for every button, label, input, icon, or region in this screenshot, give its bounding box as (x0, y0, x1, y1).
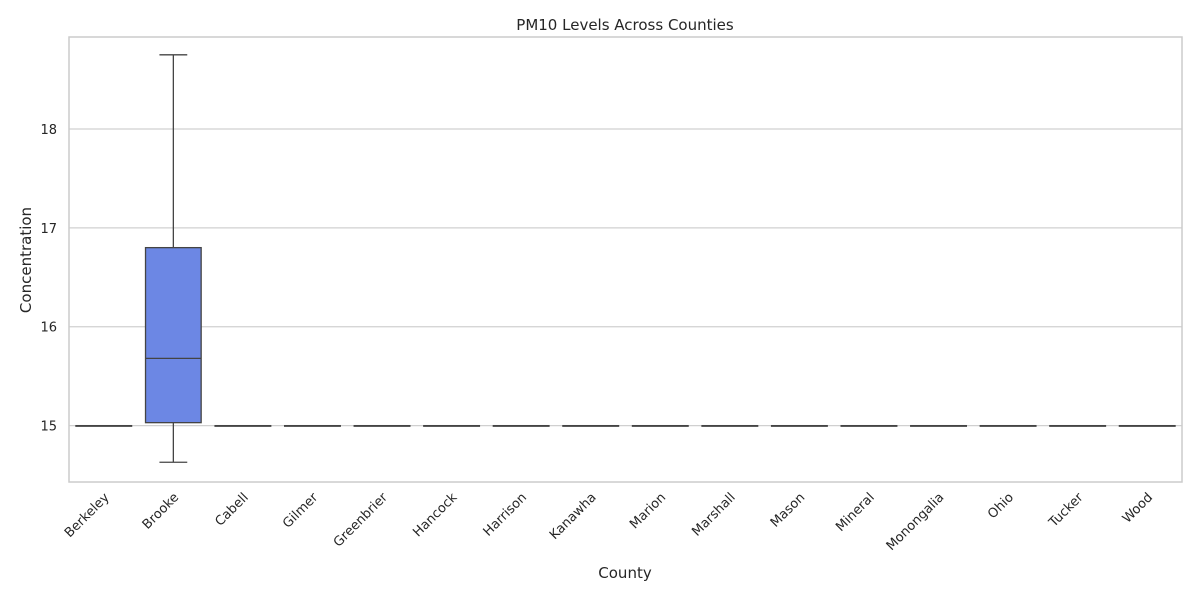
box-monongalia (910, 424, 968, 427)
box-ohio (979, 424, 1037, 427)
y-tick-label: 17 (40, 222, 57, 237)
x-tick-label: Marion (627, 490, 669, 532)
x-tick-label: Tucker (1046, 490, 1087, 531)
y-tick-label: 16 (40, 321, 57, 336)
x-tick-labels: Berkeley Brooke Cabell Gilmer Greenbrier Hanc… (62, 490, 1156, 554)
x-tick-label: Greenbrier (331, 490, 392, 551)
y-tick-label: 15 (40, 420, 57, 435)
x-tick-label: Ohio (985, 490, 1017, 522)
plot-frame (68, 36, 1183, 483)
y-axis-label: Concentration (17, 207, 35, 313)
x-tick-label: Kanawha (547, 490, 600, 543)
box-greenbrier (353, 424, 411, 427)
chart-title: PM10 Levels Across Counties (516, 16, 734, 34)
box-cabell (214, 424, 272, 427)
y-tick-labels: 15 16 17 18 (40, 123, 57, 435)
x-tick-label: Wood (1120, 490, 1156, 526)
boxes (75, 54, 1176, 463)
x-tick-label: Gilmer (280, 490, 322, 532)
box-hancock (423, 424, 481, 427)
x-tick-label: Mason (768, 490, 808, 530)
x-tick-label: Harrison (481, 490, 530, 539)
x-tick-label: Mineral (833, 490, 878, 535)
box-berkeley (75, 424, 133, 427)
box-mason (770, 424, 828, 427)
box-mineral (840, 424, 898, 427)
x-tick-label: Berkeley (62, 490, 113, 541)
x-axis-label: County (598, 564, 652, 582)
box-marion (631, 424, 689, 427)
box-tucker (1049, 424, 1107, 427)
x-tick-label: Brooke (140, 490, 182, 532)
box-brooke (144, 54, 202, 463)
x-tick-label: Hancock (410, 490, 460, 540)
y-tick-label: 18 (40, 123, 57, 138)
box-marshall (701, 424, 759, 427)
x-tick-label: Cabell (212, 490, 251, 529)
box-wood (1118, 424, 1176, 427)
x-tick-label: Marshall (689, 490, 738, 539)
grid-lines (69, 128, 1182, 427)
box-harrison (492, 424, 550, 427)
iqr-box (144, 246, 202, 424)
box-gilmer (283, 424, 341, 427)
box-kanawha (562, 424, 620, 427)
x-tick-label: Monongalia (884, 490, 948, 554)
